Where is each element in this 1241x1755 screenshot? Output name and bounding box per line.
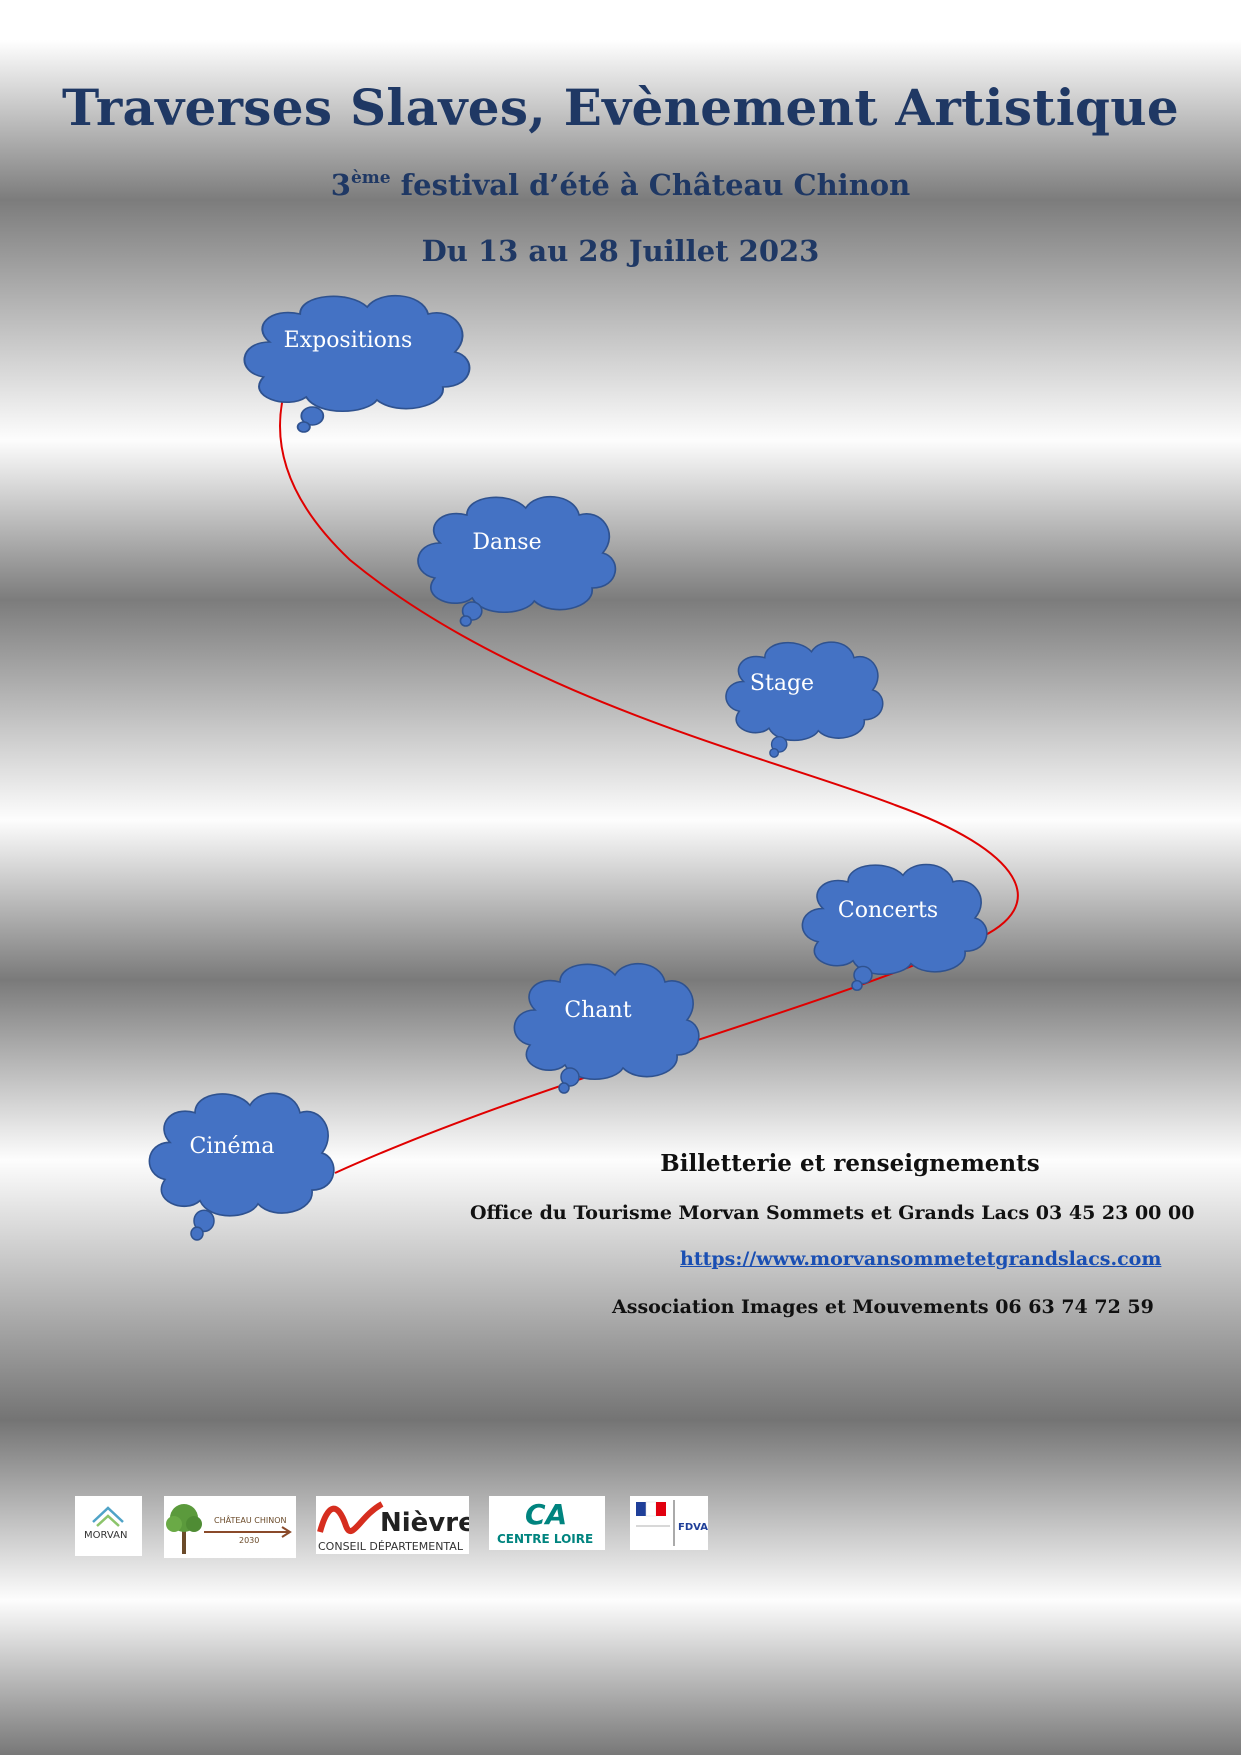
cloud-cinema (148, 1092, 335, 1241)
tourism-office-contact: Office du Tourisme Morvan Sommets et Gra… (470, 1202, 1195, 1224)
chateau-chinon-logo: CHÂTEAU CHINON 2030 (164, 1496, 296, 1558)
chateau-logo-text: CHÂTEAU CHINON (214, 1516, 287, 1525)
cloud-expositions (243, 294, 471, 433)
cloud-label-concerts: Concerts (838, 898, 938, 923)
nievre-logo-text: Nièvre (380, 1508, 469, 1538)
credit-agricole-logo: CA CENTRE LOIRE (489, 1496, 605, 1550)
cloud-danse (417, 495, 617, 627)
festival-subtitle: 3ème festival d’été à Château Chinon (0, 168, 1241, 202)
subtitle-superscript: ème (350, 168, 391, 188)
subtitle-ordinal: 3 (330, 168, 351, 202)
association-contact: Association Images et Mouvements 06 63 7… (612, 1296, 1154, 1318)
ticketing-heading: Billetterie et renseignements (660, 1150, 1040, 1177)
festival-dates: Du 13 au 28 Juillet 2023 (421, 234, 820, 268)
tourism-website-link[interactable]: https://www.morvansommetetgrandslacs.com (680, 1248, 1162, 1270)
cloud-label-chant: Chant (564, 998, 631, 1023)
page-title: Traverses Slaves, Evènement Artistique (61, 78, 1180, 137)
ca-logo-subtext: CENTRE LOIRE (497, 1532, 594, 1546)
flow-line (279, 296, 1019, 1174)
cloud-concerts (801, 863, 988, 991)
nievre-logo: Nièvre CONSEIL DÉPARTEMENTAL (316, 1496, 469, 1554)
chateau-logo-year: 2030 (239, 1536, 260, 1545)
morvan-logo-text: MORVAN (84, 1530, 128, 1541)
cloud-label-expositions: Expositions (284, 328, 413, 353)
subtitle-text: festival d’été à Château Chinon (390, 168, 911, 202)
cloud-label-stage: Stage (750, 671, 814, 696)
cloud-chant (513, 962, 700, 1094)
cloud-stage (725, 641, 884, 758)
cloud-label-cinema: Cinéma (189, 1134, 274, 1159)
cloud-label-danse: Danse (472, 530, 541, 555)
morvan-logo: MORVAN (75, 1496, 142, 1556)
fdva-logo-text: FDVA (678, 1522, 708, 1533)
nievre-logo-subtext: CONSEIL DÉPARTEMENTAL (318, 1540, 463, 1553)
ca-logo-text: CA (525, 1498, 568, 1531)
fdva-logo: FDVA (630, 1496, 708, 1550)
